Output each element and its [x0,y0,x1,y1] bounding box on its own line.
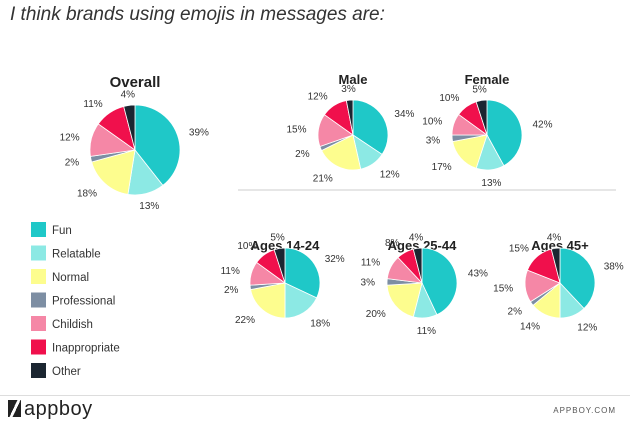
legend-swatch-inappropriate [31,339,46,355]
slice-label-normal: 17% [432,162,452,173]
site-url: APPBOY.COM [553,406,616,415]
pie-charts: Overall 39% 13% 18% 2% 12% 11% 4% Male 34% 12% 21% 2… [31,72,624,378]
slice-label-normal: 22% [235,315,255,326]
slice-other [345,99,354,136]
slice-label-inappropriate: 10% [439,93,459,104]
slice-label-other: 4% [121,90,136,101]
slice-label-inappropriate: 10% [237,241,257,252]
pie-title: Ages 25-44 [388,238,457,253]
pie-ages-25-44: Ages 25-44 43% 11% 20% 3% 11% 8% 4% [361,232,488,336]
page-headline: I think brands using emojis in messages … [10,4,385,25]
slice-label-relatable: 13% [139,201,159,212]
slice-normal [321,134,362,171]
slice-relatable [284,282,318,319]
slice-other [123,104,136,151]
brand-logo: appboy [8,398,93,421]
slice-label-professional: 2% [295,149,310,160]
legend-swatch-normal [31,269,46,284]
slice-label-fun: 43% [468,269,488,280]
slice-normal [250,282,286,319]
slice-label-fun: 39% [189,127,209,138]
slice-label-childish: 11% [361,258,380,269]
slice-label-fun: 42% [533,119,553,130]
slice-normal [386,282,423,318]
footer-divider [0,395,630,396]
slice-label-normal: 18% [77,189,97,200]
slice-label-inappropriate: 15% [509,244,529,255]
slice-label-normal: 20% [366,309,386,320]
slice-label-fun: 34% [394,109,414,120]
slice-fun [284,247,321,299]
slice-label-professional: 3% [426,135,441,146]
slice-label-childish: 15% [286,124,306,135]
legend-label-fun: Fun [52,225,72,237]
slice-other [412,247,423,284]
slice-label-relatable: 18% [310,319,330,330]
slice-label-other: 5% [472,85,487,96]
slice-other [550,247,561,284]
slice-normal [91,149,136,195]
slice-label-fun: 32% [325,254,345,265]
legend-swatch-professional [31,292,46,308]
pie-female: Female 42% 13% 17% 3% 10% 10% 5% [422,72,552,189]
slice-label-normal: 21% [313,173,333,184]
slice-label-childish: 15% [493,283,513,294]
pie-ages-45: Ages 45+ 38% 12% 14% 2% 15% 15% 4% [493,232,624,333]
pie-title: Ages 45+ [531,238,589,253]
legend-label-professional: Professional [52,296,115,308]
slice-label-relatable: 12% [577,323,597,334]
slice-label-fun: 38% [604,262,624,273]
slice-label-other: 3% [341,84,356,95]
slice-other [273,247,286,284]
slice-fun [559,247,596,310]
slice-label-other: 4% [547,232,562,243]
slice-label-childish: 11% [221,266,240,277]
slice-label-other: 4% [409,232,424,243]
slice-label-relatable: 13% [481,178,501,189]
slice-other [475,99,488,136]
slice-label-inappropriate: 12% [308,92,328,103]
pie-title: Female [465,72,510,87]
slice-fun [421,247,458,316]
slice-label-inappropriate: 11% [83,99,102,110]
legend: Fun Relatable Normal Professional Childish In… [31,222,120,378]
slice-label-inappropriate: 8% [385,238,400,249]
slice-label-professional: 2% [508,307,523,318]
slice-label-professional: 2% [224,285,239,296]
legend-label-other: Other [52,366,81,378]
slice-label-childish: 12% [60,133,80,144]
slice-label-normal: 14% [520,322,540,333]
legend-swatch-relatable [31,245,46,261]
slice-label-professional: 2% [65,158,80,169]
legend-swatch-fun [31,222,46,237]
slice-label-other: 5% [270,233,285,244]
slice-label-relatable: 11% [417,326,436,337]
legend-label-normal: Normal [52,272,89,284]
pie-title: Male [339,72,368,87]
pie-male: Male 34% 12% 21% 2% 15% 12% 3% [286,72,414,184]
pie-overall: Overall 39% 13% 18% 2% 12% 11% 4% [60,74,209,212]
slice-fun [486,99,523,167]
legend-label-inappropriate: Inappropriate [52,343,120,355]
slice-label-childish: 10% [422,117,442,128]
legend-label-childish: Childish [52,319,93,331]
pie-title: Ages 14-24 [251,238,320,253]
legend-label-relatable: Relatable [52,249,101,261]
pie-ages-14-24: Ages 14-24 32% 18% 22% 2% 11% 10% 5% [221,233,345,330]
pie-title: Overall [110,74,161,91]
legend-swatch-childish [31,316,46,331]
appboy-slash-logo-icon [8,400,21,417]
legend-swatch-other [31,363,46,378]
slice-label-professional: 3% [361,278,376,289]
slice-label-relatable: 12% [380,170,400,181]
brand-name: appboy [24,398,93,420]
slice-fun [134,104,181,186]
